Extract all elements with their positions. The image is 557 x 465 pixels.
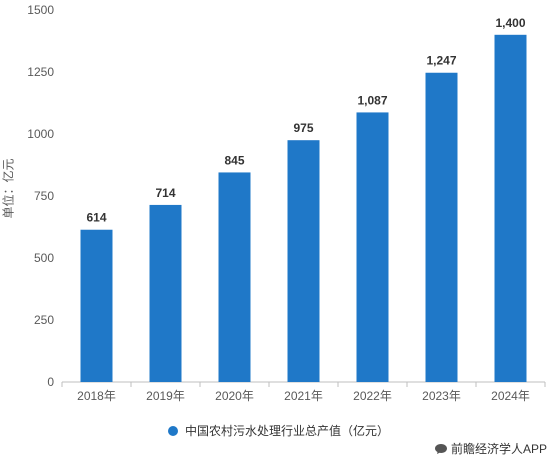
bar bbox=[356, 112, 389, 382]
x-tick-label: 2022年 bbox=[353, 389, 392, 403]
y-tick-label: 750 bbox=[34, 189, 54, 203]
axes: 0 250 500 750 1000 1250 1500 2018年 2019年 2020年 202… bbox=[27, 3, 546, 403]
bars bbox=[80, 34, 527, 383]
data-label: 1,087 bbox=[357, 93, 387, 107]
source-text: 前瞻经济学人APP bbox=[450, 442, 547, 456]
data-label: 714 bbox=[155, 186, 175, 200]
bar bbox=[425, 72, 458, 382]
data-label: 845 bbox=[224, 153, 244, 167]
bar bbox=[80, 229, 113, 382]
bar bbox=[149, 204, 182, 382]
legend: 中国农村污水处理行业总产值（亿元） bbox=[168, 422, 389, 439]
data-label: 1,400 bbox=[495, 16, 525, 30]
source-credit: 前瞻经济学人APP bbox=[434, 440, 547, 457]
y-tick-label: 1250 bbox=[27, 65, 54, 79]
legend-label: 中国农村污水处理行业总产值（亿元） bbox=[185, 424, 390, 438]
y-tick-label: 1500 bbox=[27, 3, 54, 17]
x-tick-label: 2023年 bbox=[422, 389, 461, 403]
data-labels: 614 714 845 975 1,087 1,247 1,400 bbox=[86, 16, 525, 225]
y-tick-label: 0 bbox=[47, 375, 54, 389]
chat-bubble-icon bbox=[434, 443, 447, 454]
x-tick-label: 2019年 bbox=[146, 389, 185, 403]
y-tick-label: 500 bbox=[34, 251, 54, 265]
bar bbox=[218, 172, 251, 382]
legend-marker bbox=[168, 425, 178, 436]
data-label: 614 bbox=[86, 211, 106, 225]
x-tick-label: 2018年 bbox=[77, 389, 116, 403]
x-tick-label: 2020年 bbox=[215, 389, 254, 403]
y-tick-label: 1000 bbox=[27, 127, 54, 141]
bar bbox=[494, 34, 527, 383]
x-tick-label: 2021年 bbox=[284, 389, 323, 403]
y-axis-label: 单位：亿元 bbox=[1, 158, 16, 219]
data-label: 975 bbox=[293, 121, 313, 135]
y-tick-label: 250 bbox=[34, 313, 54, 327]
x-tick-label: 2024年 bbox=[491, 389, 530, 403]
data-label: 1,247 bbox=[426, 54, 456, 68]
bar bbox=[287, 140, 320, 382]
